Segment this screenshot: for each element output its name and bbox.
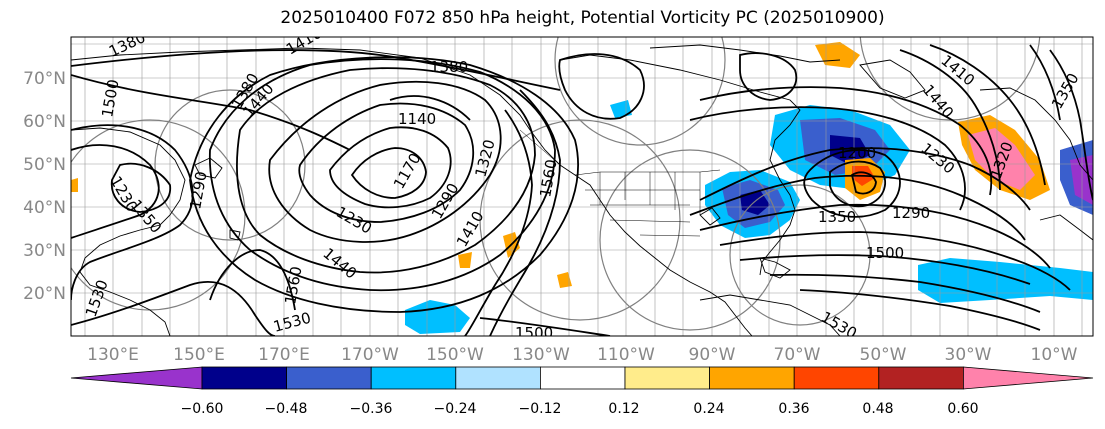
height-contours [71, 44, 1093, 336]
lat-tick-label: 60°N [23, 112, 66, 132]
lon-tick-label: 130°W [512, 345, 570, 365]
colorbar-tick-label: 0.48 [862, 401, 893, 417]
colorbar-segment [201, 366, 287, 390]
lon-tick-label: 170°E [258, 345, 310, 365]
lon-tick-label: 150°E [173, 345, 225, 365]
colorbar-tick-label: −0.60 [181, 401, 224, 417]
colorbar-segment [624, 366, 710, 390]
lat-tick-label: 40°N [23, 198, 66, 218]
colorbar-segment [709, 366, 795, 390]
colorbar [70, 366, 1094, 390]
lon-tick-label: 10°W [1031, 345, 1078, 365]
map-plot-area: 1380 1410 1500 1440 1230 1350 1380 1140 … [71, 37, 1093, 342]
contour-label: 1140 [398, 110, 436, 128]
colorbar-segment [793, 366, 880, 390]
lon-tick-label: 170°W [341, 345, 399, 365]
colorbar-tick-label: −0.48 [265, 401, 308, 417]
colorbar-tick-label: −0.36 [350, 401, 393, 417]
lon-tick-label: 130°E [87, 345, 139, 365]
lon-tick-label: 90°W [689, 345, 736, 365]
contour-label: 1380 [430, 58, 468, 76]
lon-tick-label: 70°W [774, 345, 821, 365]
lat-tick-label: 30°N [23, 241, 66, 261]
lon-tick-label: 110°W [597, 345, 655, 365]
colorbar-tick-label: 0.24 [693, 401, 724, 417]
contour-label: 1290 [892, 204, 930, 222]
colorbar-tick-label: 0.12 [608, 401, 639, 417]
lon-tick-label: 50°W [860, 345, 907, 365]
colorbar-segment [370, 366, 457, 390]
lat-axis: 70°N 60°N 50°N 40°N 30°N 20°N [23, 69, 66, 304]
contour-label: 1350 [818, 208, 856, 226]
colorbar-segment [963, 366, 1094, 390]
colorbar-segment [878, 366, 964, 390]
colorbar-tick-label: 0.36 [778, 401, 809, 417]
colorbar-segment [286, 366, 372, 390]
contour-label: 1500 [866, 244, 904, 262]
colorbar-tick-label: −0.12 [519, 401, 562, 417]
contour-label: 1500 [515, 324, 553, 342]
colorbar-tick-label: −0.24 [434, 401, 477, 417]
colorbar-segment [540, 366, 626, 390]
lat-tick-label: 20°N [23, 284, 66, 304]
contour-label: 1200 [838, 144, 876, 162]
map-title: 2025010400 F072 850 hPa height, Potentia… [280, 8, 885, 28]
lon-tick-label: 30°W [945, 345, 992, 365]
lat-tick-label: 50°N [23, 155, 66, 175]
lon-axis: 130°E 150°E 170°E 170°W 150°W 130°W 110°… [87, 345, 1078, 365]
colorbar-tick-label: 0.60 [947, 401, 978, 417]
lat-tick-label: 70°N [23, 69, 66, 89]
colorbar-segment [70, 366, 203, 390]
colorbar-tick-labels: −0.60 −0.48 −0.36 −0.24 −0.12 0.12 0.24 … [181, 401, 979, 417]
map-frame [70, 36, 1094, 337]
colorbar-segment [455, 366, 541, 390]
borders [519, 129, 721, 237]
lon-tick-label: 150°W [426, 345, 484, 365]
